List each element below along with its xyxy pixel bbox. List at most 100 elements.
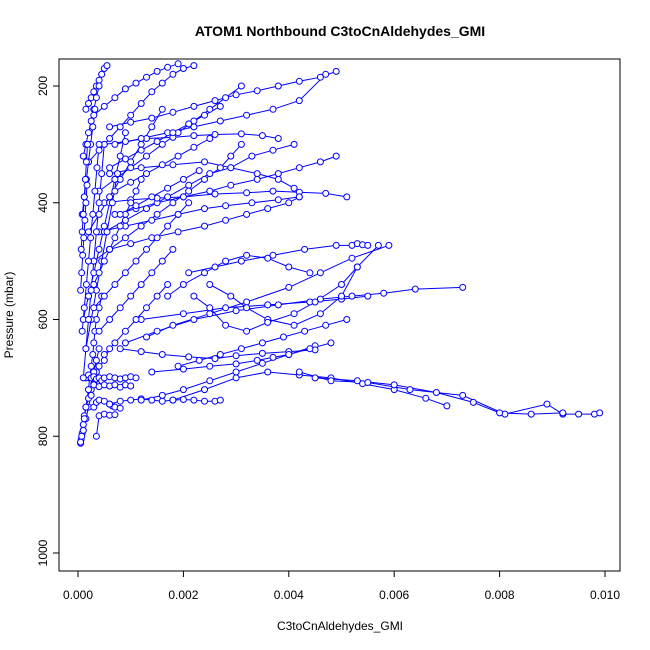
data-point (243, 327, 251, 335)
data-point (121, 129, 129, 137)
data-point (100, 222, 108, 230)
data-point (87, 362, 95, 370)
data-point (185, 120, 193, 128)
data-point (127, 164, 135, 172)
data-point (227, 152, 235, 160)
data-point (158, 161, 166, 169)
data-point (311, 374, 319, 382)
data-point (148, 368, 156, 376)
data-point (137, 146, 145, 154)
data-point (106, 316, 114, 323)
x-tick-label: 0.008 (485, 588, 515, 602)
data-point (201, 397, 208, 405)
data-point (211, 131, 219, 138)
data-point (285, 283, 293, 291)
chart-title: ATOM1 Northbound C3toCnAldehydes_GMI (195, 23, 485, 39)
data-point (95, 345, 103, 353)
data-point (185, 181, 193, 189)
data-point (158, 351, 166, 358)
series-line-25 (109, 161, 295, 189)
data-point (111, 339, 119, 347)
data-point (559, 409, 567, 417)
data-point (127, 111, 135, 119)
data-point (264, 318, 272, 326)
data-point (127, 292, 135, 300)
data-point (92, 228, 100, 236)
data-point (169, 396, 177, 404)
data-point (137, 164, 145, 172)
data-point (116, 397, 124, 405)
data-point (85, 316, 92, 323)
data-point (93, 164, 101, 172)
data-point (158, 391, 166, 399)
data-point (111, 175, 119, 183)
data-point (111, 281, 119, 288)
data-point (285, 351, 293, 358)
data-point (185, 199, 193, 207)
data-point (222, 216, 230, 224)
data-point (216, 102, 224, 110)
data-point (338, 281, 345, 288)
data-point (232, 91, 240, 99)
data-point (190, 292, 198, 300)
data-point (290, 321, 298, 329)
data-point (127, 199, 135, 207)
data-point (132, 187, 140, 195)
data-point (253, 175, 261, 183)
data-point (82, 281, 90, 288)
data-point (185, 353, 193, 361)
data-point (280, 333, 287, 341)
data-point (82, 345, 90, 353)
data-point (80, 234, 88, 242)
series-line-14 (146, 244, 390, 338)
data-point (87, 234, 95, 242)
data-point (459, 283, 467, 291)
data-point (121, 216, 129, 224)
data-point (469, 398, 477, 406)
data-point (190, 143, 198, 151)
data-point (353, 377, 361, 385)
data-point (222, 321, 230, 329)
data-point (81, 216, 89, 224)
data-point (148, 123, 156, 131)
series-line-8 (141, 345, 316, 401)
data-point (179, 281, 187, 288)
series-line-29 (104, 143, 295, 233)
data-point (80, 304, 88, 312)
data-point (332, 241, 340, 249)
data-point (106, 123, 114, 131)
data-point (237, 130, 245, 138)
data-point (327, 377, 335, 385)
data-point (121, 138, 129, 145)
data-point (232, 360, 240, 368)
data-point (222, 202, 230, 210)
y-tick-label: 400 (36, 192, 50, 212)
data-point (164, 63, 172, 71)
data-point (164, 292, 172, 300)
data-point (121, 327, 129, 335)
data-point (90, 339, 98, 347)
data-point (100, 102, 108, 110)
data-point (290, 140, 298, 148)
data-point (164, 222, 172, 230)
data-point (190, 396, 198, 404)
data-point (179, 396, 187, 403)
data-point (95, 199, 103, 207)
data-point (222, 94, 230, 102)
data-point (496, 409, 504, 417)
data-point (380, 289, 388, 297)
data-point (79, 152, 87, 160)
x-axis-label: C3toCnAldehydes_GMI (277, 619, 403, 633)
data-point (227, 164, 235, 172)
data-point (78, 432, 86, 440)
data-point (158, 140, 166, 148)
data-point (158, 105, 166, 113)
x-tick-label: 0.000 (63, 588, 93, 602)
data-point (269, 353, 277, 361)
data-point (137, 281, 145, 288)
data-point (295, 368, 303, 376)
data-point (385, 241, 393, 249)
data-point (174, 152, 182, 160)
data-point (127, 158, 135, 166)
